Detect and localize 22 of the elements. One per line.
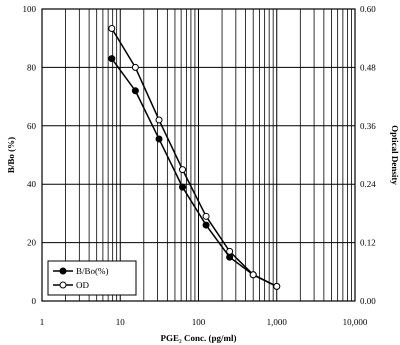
y-tick-label: 60 <box>27 120 36 131</box>
y2-tick-label: 0.48 <box>360 62 376 72</box>
y-tick-label: 40 <box>27 179 36 190</box>
y-tick-label: 100 <box>22 4 36 14</box>
x-tick-label: 1,000 <box>266 317 288 327</box>
y2-tick-label: 0.00 <box>360 296 376 306</box>
y-tick-label: 0 <box>32 296 36 306</box>
x-tick-label: 10,000 <box>342 317 368 327</box>
y-tick-label: 80 <box>27 62 36 72</box>
y2-axis-title: Optical Density <box>390 125 400 186</box>
x-tick-label: 10 <box>116 317 126 327</box>
y2-tick-label: 0.60 <box>360 4 376 14</box>
y-tick-label: 20 <box>27 238 36 248</box>
legend-label: B/Bo(%) <box>76 266 108 276</box>
y2-tick-label: 0.24 <box>360 179 376 190</box>
x-tick-label: 1 <box>40 317 44 327</box>
x-axis-title: PGE₂ Conc. (pg/ml) <box>160 333 236 343</box>
y2-tick-label: 0.36 <box>360 120 376 131</box>
y-axis-title: B/Bo (%) <box>6 136 16 174</box>
x-tick-label: 100 <box>192 317 206 327</box>
legend-label: OD <box>76 280 90 290</box>
y2-tick-label: 0.12 <box>360 238 376 248</box>
